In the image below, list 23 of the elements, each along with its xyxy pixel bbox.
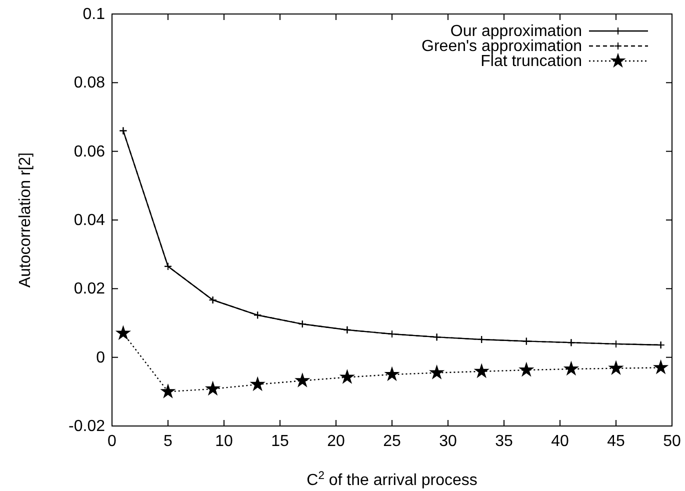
y-tick-label: 0.06 <box>74 143 106 160</box>
x-tick-label: 25 <box>383 433 401 450</box>
y-tick-label: 0.08 <box>74 74 106 92</box>
x-axis-title: C$^{2}$ of the arrival process <box>306 470 478 489</box>
y-tick-label: 0.1 <box>82 6 106 23</box>
y-tick-label: -0.02 <box>68 418 106 435</box>
y-tick-label: 0.04 <box>74 212 106 229</box>
x-tick-label: 50 <box>663 433 681 450</box>
x-tick-label: 10 <box>215 433 233 450</box>
x-tick-label: 20 <box>327 433 345 450</box>
x-tick-label: 0 <box>108 433 117 450</box>
x-tick-label: 35 <box>495 433 513 450</box>
x-tick-label: 15 <box>271 433 289 450</box>
x-tick-label: 45 <box>607 433 625 450</box>
x-tick-label: 40 <box>551 433 569 450</box>
y-tick-label: 0 <box>96 349 106 366</box>
x-tick-label: 30 <box>439 433 457 450</box>
legend-label: Green's approximation <box>422 38 582 55</box>
legend-label: Our approximation <box>450 23 582 40</box>
y-axis-title: Autocorrelation r[2] <box>17 152 34 288</box>
x-tick-label: 5 <box>164 433 173 450</box>
legend-label: Flat truncation <box>480 53 582 70</box>
y-tick-label: 0.02 <box>74 280 106 298</box>
